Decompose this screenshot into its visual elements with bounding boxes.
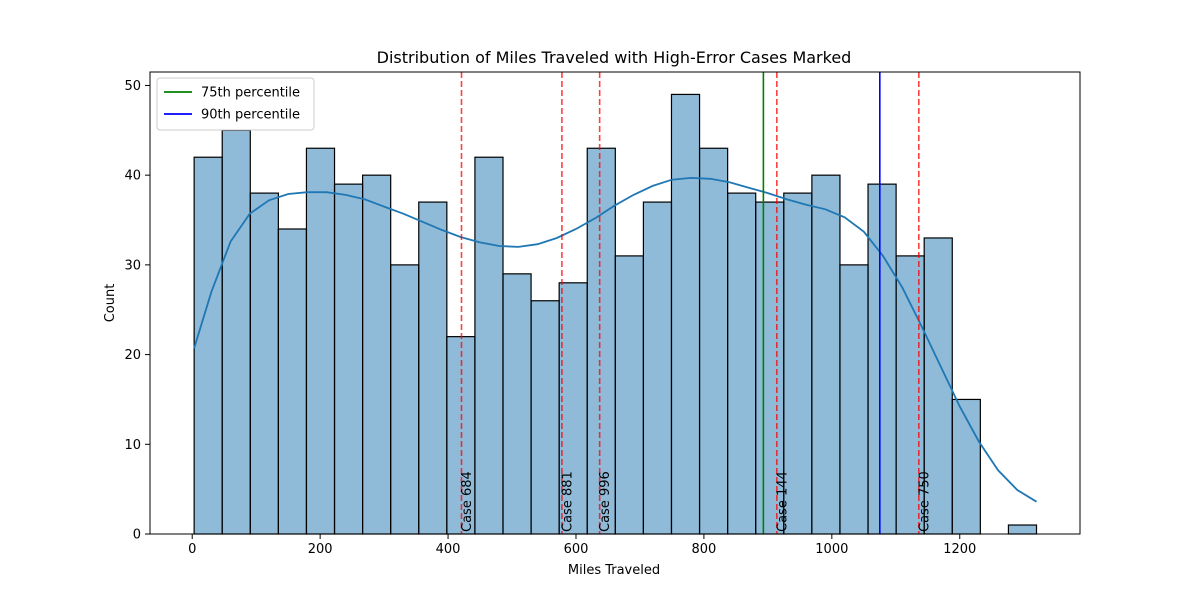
x-tick-label: 1200 xyxy=(943,542,976,557)
histogram-bar xyxy=(530,300,560,535)
plot-area: Case 684 Case 881 Case 996 Case 144 Case 750… xyxy=(124,71,1081,557)
histogram-bar xyxy=(951,398,981,535)
histogram-bar xyxy=(249,192,279,535)
histogram-bar xyxy=(277,228,308,535)
y-axis-label: Count xyxy=(103,284,118,323)
y-tick-label: 50 xyxy=(124,79,141,94)
histogram-bar xyxy=(333,183,364,535)
histogram-bar xyxy=(502,273,532,535)
histogram-bar xyxy=(642,201,673,535)
histogram-bar xyxy=(698,147,729,535)
x-tick-label: 0 xyxy=(188,542,196,557)
x-tick-label: 1000 xyxy=(815,542,848,557)
y-tick-label: 20 xyxy=(124,348,141,363)
case-label: Case 881 xyxy=(560,471,575,532)
histogram-bar xyxy=(418,201,448,535)
x-tick-label: 800 xyxy=(691,542,716,557)
histogram-bar xyxy=(362,174,392,535)
y-tick-label: 30 xyxy=(124,258,141,273)
histogram-bar xyxy=(867,183,897,535)
x-tick-label: 600 xyxy=(564,542,589,557)
x-axis-label: Miles Traveled xyxy=(568,563,660,578)
histogram-bar xyxy=(390,264,420,535)
histogram-bar xyxy=(1007,524,1038,535)
histogram-bar xyxy=(811,174,841,535)
case-label: Case 996 xyxy=(598,471,613,532)
kde-line xyxy=(193,176,1037,503)
histogram-bar xyxy=(305,147,336,535)
histogram-bar xyxy=(193,156,223,535)
histogram-bar xyxy=(839,264,869,535)
histogram-bar xyxy=(727,192,757,535)
x-tick-label: 400 xyxy=(436,542,461,557)
histogram-bar xyxy=(558,282,588,535)
legend-box xyxy=(156,77,315,131)
legend: 75th percentile 90th percentile xyxy=(156,77,315,131)
case-label: Case 684 xyxy=(460,471,475,532)
histogram-bar xyxy=(474,156,504,535)
histogram-bar xyxy=(614,255,644,535)
legend-entry: 75th percentile xyxy=(201,86,300,101)
case-label: Case 144 xyxy=(775,471,790,532)
y-tick-label: 0 xyxy=(133,528,141,543)
histogram-bar xyxy=(670,93,701,535)
case-label: Case 750 xyxy=(917,471,932,532)
axes-frame xyxy=(149,71,1081,535)
x-tick-label: 200 xyxy=(308,542,333,557)
histogram-bar xyxy=(221,129,251,535)
y-tick-label: 10 xyxy=(124,438,141,453)
chart-title: Distribution of Miles Traveled with High… xyxy=(377,48,852,67)
legend-entry: 90th percentile xyxy=(201,108,300,123)
y-tick-label: 40 xyxy=(124,169,141,184)
